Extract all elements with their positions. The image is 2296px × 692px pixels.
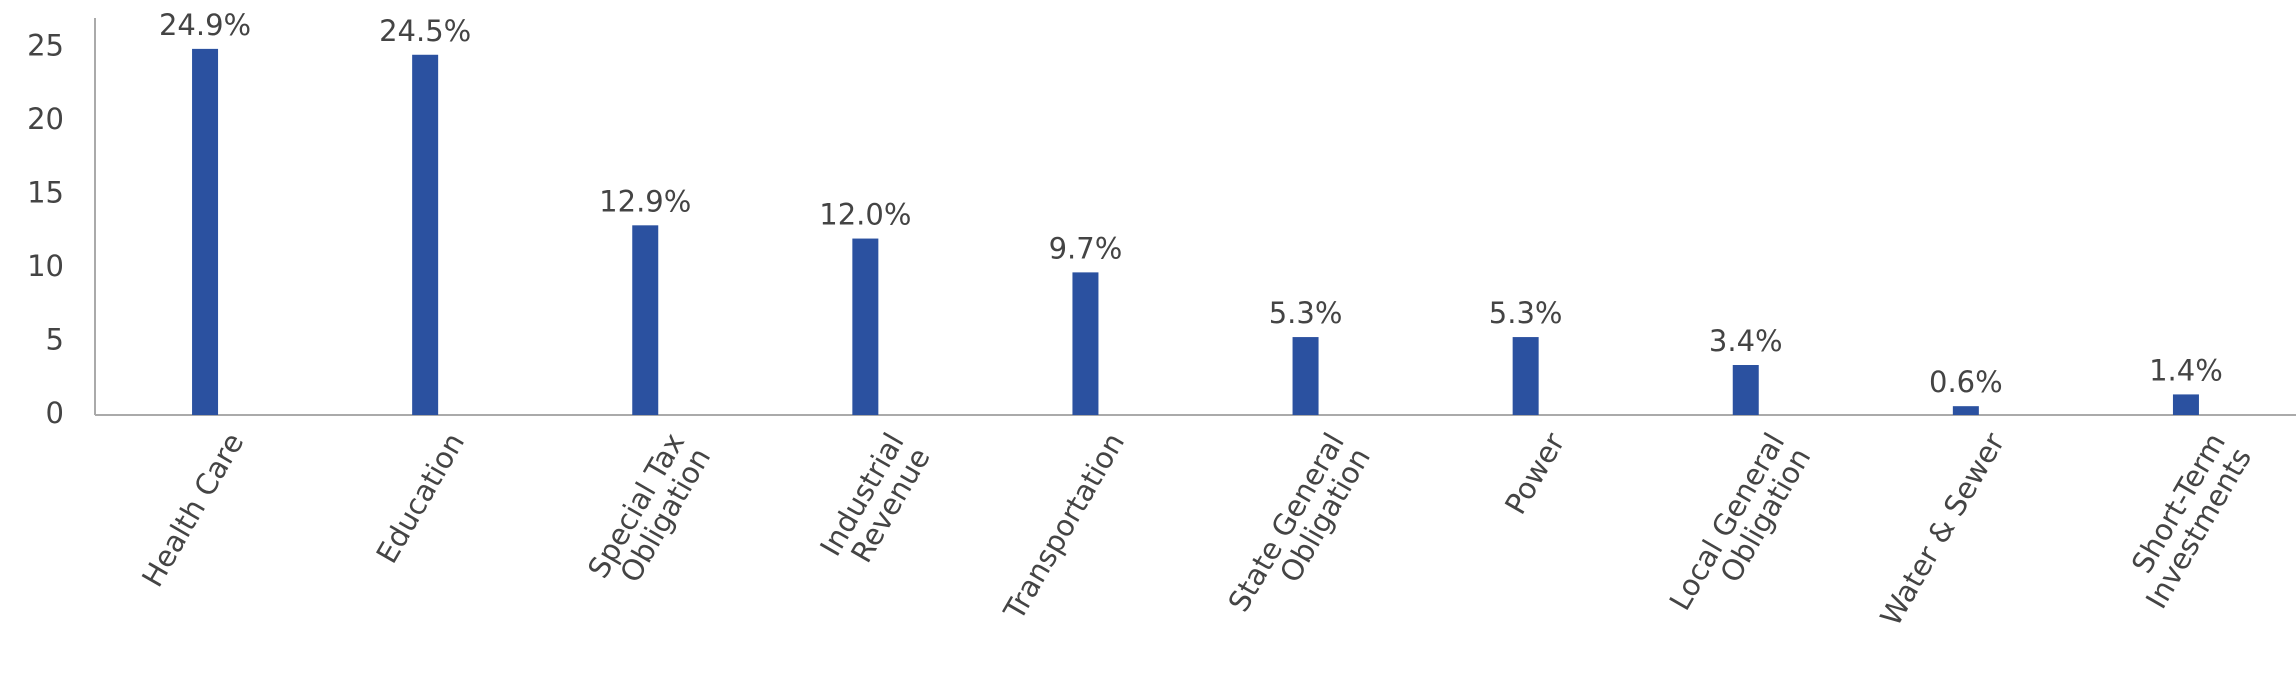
- value-label: 9.7%: [1049, 231, 1123, 265]
- bar: [192, 48, 219, 415]
- bar: [632, 225, 659, 415]
- y-tick-label: 0: [46, 396, 64, 430]
- value-label: 1.4%: [2149, 353, 2223, 387]
- bar: [2172, 394, 2199, 415]
- value-label: 5.3%: [1269, 296, 1343, 330]
- value-label: 12.0%: [819, 198, 911, 232]
- y-tick-label: 25: [27, 28, 64, 62]
- y-tick-label: 20: [27, 102, 64, 136]
- y-tick-label: 10: [27, 249, 64, 283]
- y-tick-label: 5: [46, 322, 64, 356]
- bar: [1292, 337, 1319, 415]
- value-label: 5.3%: [1489, 296, 1563, 330]
- value-label: 24.5%: [379, 14, 471, 48]
- bar: [1732, 365, 1759, 415]
- value-label: 12.9%: [599, 184, 691, 218]
- y-tick-label: 15: [27, 175, 64, 209]
- bar: [1512, 337, 1539, 415]
- value-label: 3.4%: [1709, 324, 1783, 358]
- bar: [412, 54, 439, 416]
- bar: [1072, 272, 1099, 415]
- bar: [1952, 406, 1979, 415]
- bar: [852, 238, 879, 415]
- value-label: 24.9%: [159, 8, 251, 42]
- value-label: 0.6%: [1929, 365, 2003, 399]
